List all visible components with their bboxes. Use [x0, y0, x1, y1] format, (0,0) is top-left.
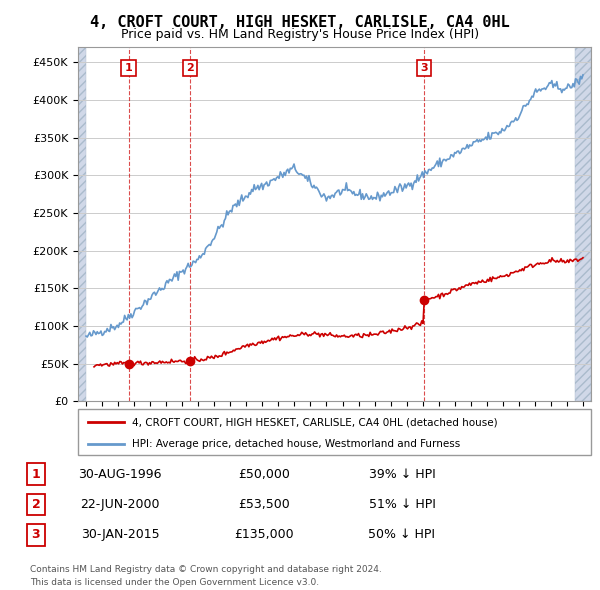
Bar	[575, 47, 591, 401]
FancyBboxPatch shape	[78, 409, 591, 455]
Text: Price paid vs. HM Land Registry's House Price Index (HPI): Price paid vs. HM Land Registry's House …	[121, 28, 479, 41]
Text: 2: 2	[32, 498, 40, 511]
Text: 30-AUG-1996: 30-AUG-1996	[78, 468, 162, 481]
Text: 4, CROFT COURT, HIGH HESKET, CARLISLE, CA4 0HL: 4, CROFT COURT, HIGH HESKET, CARLISLE, C…	[90, 15, 510, 30]
Text: £50,000: £50,000	[238, 468, 290, 481]
Text: 4, CROFT COURT, HIGH HESKET, CARLISLE, CA4 0HL (detached house): 4, CROFT COURT, HIGH HESKET, CARLISLE, C…	[132, 417, 497, 427]
Text: Contains HM Land Registry data © Crown copyright and database right 2024.: Contains HM Land Registry data © Crown c…	[30, 565, 382, 574]
Text: £135,000: £135,000	[234, 528, 294, 541]
Text: 50% ↓ HPI: 50% ↓ HPI	[368, 528, 436, 541]
Text: £53,500: £53,500	[238, 498, 290, 511]
Text: 30-JAN-2015: 30-JAN-2015	[80, 528, 160, 541]
Text: This data is licensed under the Open Government Licence v3.0.: This data is licensed under the Open Gov…	[30, 578, 319, 587]
Text: 51% ↓ HPI: 51% ↓ HPI	[368, 498, 436, 511]
Text: 39% ↓ HPI: 39% ↓ HPI	[368, 468, 436, 481]
Text: 22-JUN-2000: 22-JUN-2000	[80, 498, 160, 511]
Text: 1: 1	[32, 468, 40, 481]
Text: 3: 3	[420, 63, 428, 73]
Bar	[78, 47, 86, 401]
Text: 2: 2	[186, 63, 194, 73]
Text: HPI: Average price, detached house, Westmorland and Furness: HPI: Average price, detached house, West…	[132, 439, 460, 449]
Text: 3: 3	[32, 528, 40, 541]
Text: 1: 1	[125, 63, 133, 73]
